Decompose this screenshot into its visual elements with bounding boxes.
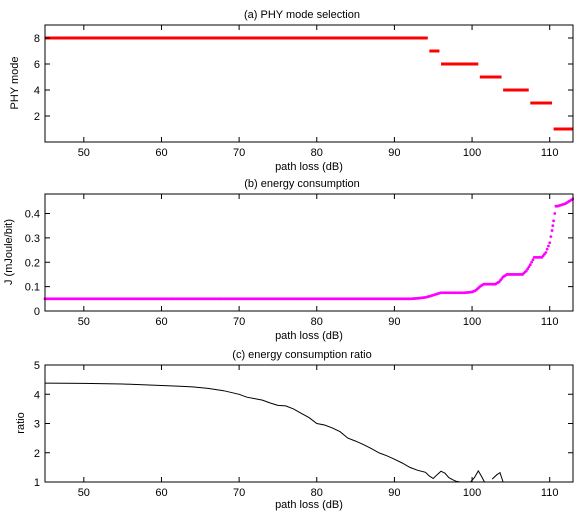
panel-b-xlabel: path loss (dB) <box>275 330 343 342</box>
panel-c-ytick-label: 1 <box>34 477 40 489</box>
ratio-line <box>491 471 504 483</box>
energy-point <box>531 258 535 262</box>
panel-b-xtick-label: 70 <box>233 316 245 328</box>
panel-b-xtick-label: 80 <box>311 316 323 328</box>
panel-c-ytick-label: 2 <box>34 448 40 460</box>
panel-c-yticks: 1 2 3 4 5 <box>34 360 573 489</box>
panel-a-axes-box <box>44 24 574 143</box>
panel-phy-mode: (a) PHY mode selection 50 60 70 80 90 100 110 … <box>9 9 574 173</box>
panel-b-ytick-label: 0.1 <box>25 282 40 294</box>
energy-point <box>528 263 532 267</box>
panel-b-xtick-label: 60 <box>155 316 167 328</box>
panel-b-ytick-label: 0 <box>34 306 40 318</box>
panel-a-ytick-label: 4 <box>34 85 40 97</box>
panel-b-ytick-label: 0.3 <box>25 233 40 245</box>
panel-a-xtick-label: 110 <box>541 147 559 159</box>
panel-b-ytick-label: 0.2 <box>25 257 40 269</box>
energy-point <box>550 229 554 232</box>
panel-b-xtick-label: 110 <box>541 316 559 328</box>
panel-c-ylabel: ratio <box>15 412 27 433</box>
panel-c-title: (c) energy consumption ratio <box>232 349 371 361</box>
panel-b-xticks: 50 60 70 80 90 100 110 <box>78 194 559 328</box>
energy-point <box>547 244 550 248</box>
energy-point <box>553 212 557 215</box>
energy-point <box>551 224 555 228</box>
panel-a-data <box>45 36 573 131</box>
panel-b-axes-box <box>44 193 574 312</box>
energy-point <box>552 219 555 223</box>
energy-point <box>548 241 552 245</box>
energy-point <box>530 260 533 264</box>
panel-energy-consumption: (b) energy consumption 50 60 70 80 90 100 110 … <box>3 178 574 342</box>
panel-a-xtick-label: 90 <box>388 147 400 159</box>
panel-a-xtick-label: 80 <box>311 147 323 159</box>
panel-b-xtick-label: 100 <box>463 316 481 328</box>
energy-point <box>526 267 530 271</box>
energy-point <box>525 269 528 273</box>
panel-c-xtick-label: 70 <box>233 487 245 499</box>
panel-c-ytick-label: 3 <box>34 419 40 431</box>
panel-c-ytick-label: 5 <box>34 360 40 372</box>
panel-a-xtick-label: 70 <box>233 147 245 159</box>
panel-energy-ratio: (c) energy consumption ratio 50 60 70 80 90 1… <box>15 349 574 511</box>
panel-b-xtick-label: 50 <box>78 316 90 328</box>
panel-a-xtick-label: 60 <box>155 147 167 159</box>
panel-b-data <box>43 197 574 301</box>
panel-b-title: (b) energy consumption <box>244 178 360 190</box>
panel-a-xticks: 50 60 70 80 90 100 110 <box>78 25 559 159</box>
panel-c-xtick-label: 110 <box>541 487 559 499</box>
panel-a-ylabel: PHY mode <box>9 57 21 110</box>
panel-c-xtick-label: 80 <box>311 487 323 499</box>
panel-a-yticks: 2 4 6 8 <box>34 33 573 123</box>
panel-a-ytick-label: 6 <box>34 59 40 71</box>
panel-a-title: (a) PHY mode selection <box>244 9 360 21</box>
panel-a-xlabel: path loss (dB) <box>275 161 343 173</box>
panel-b-ytick-label: 0.4 <box>25 209 40 221</box>
energy-point <box>549 235 553 239</box>
panel-c-xlabel: path loss (dB) <box>275 499 343 511</box>
panel-a-ytick-label: 2 <box>34 111 40 123</box>
panel-c-xticks: 50 60 70 80 90 100 110 <box>78 365 559 499</box>
panel-b-ylabel: J (mJoule/bit) <box>3 219 15 285</box>
panel-c-xtick-label: 60 <box>155 487 167 499</box>
panel-b-yticks: 0 0.1 0.2 0.3 0.4 <box>25 209 573 318</box>
ratio-line <box>470 469 485 483</box>
panel-c-data <box>44 382 504 483</box>
panel-a-xtick-label: 50 <box>78 147 90 159</box>
panel-a-xtick-label: 100 <box>463 147 481 159</box>
panel-c-xtick-label: 100 <box>463 487 481 499</box>
panel-c-ytick-label: 4 <box>34 389 40 401</box>
ratio-line <box>44 382 461 483</box>
panel-b-xtick-label: 90 <box>388 316 400 328</box>
panel-c-axes-box <box>44 364 574 483</box>
panel-c-xtick-label: 50 <box>78 487 90 499</box>
panel-a-ytick-label: 8 <box>34 33 40 45</box>
energy-point <box>544 251 548 254</box>
energy-point <box>545 247 549 251</box>
energy-point <box>527 265 531 269</box>
panel-c-xtick-label: 90 <box>388 487 400 499</box>
